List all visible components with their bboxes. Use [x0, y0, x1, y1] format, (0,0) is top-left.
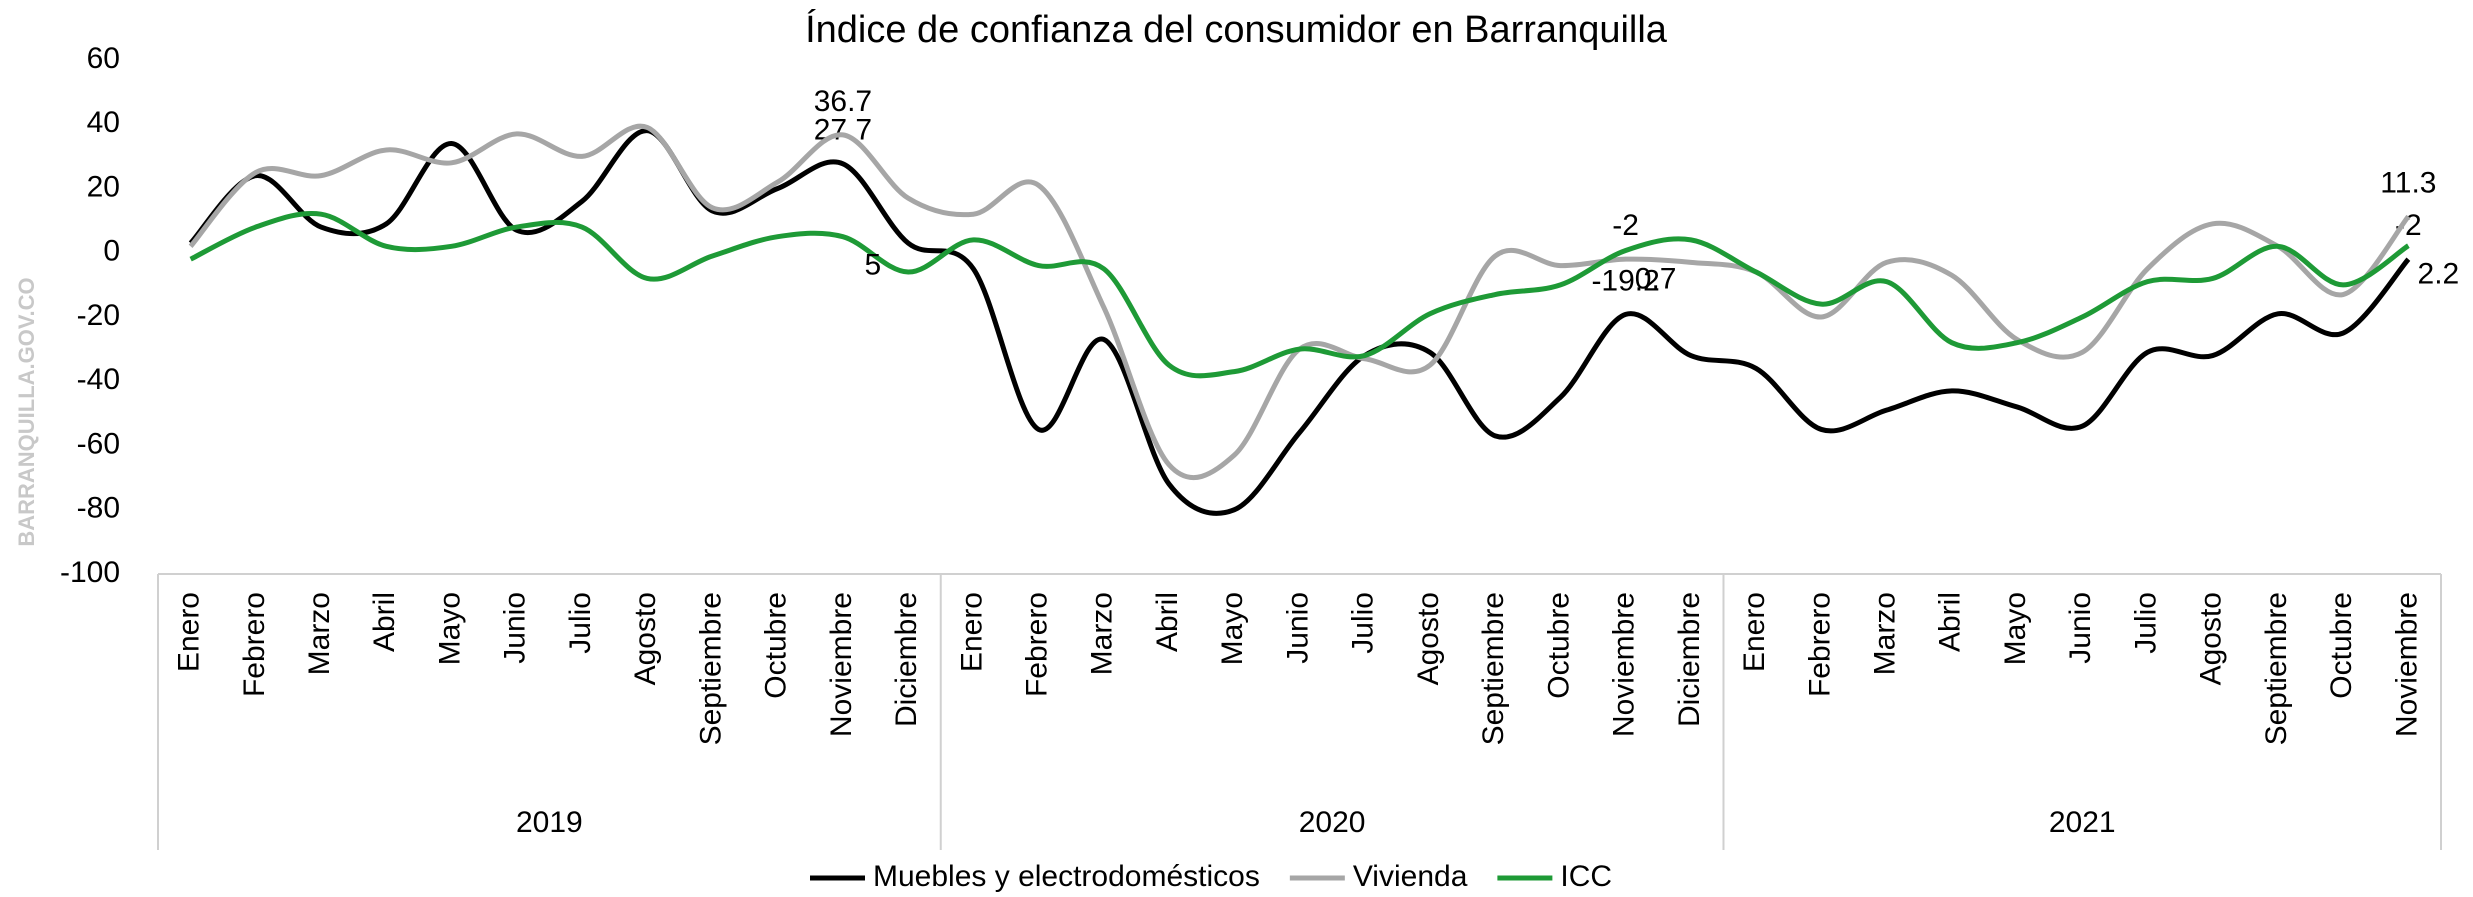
- legend-label: ICC: [1560, 860, 1612, 893]
- y-tick-label: -60: [77, 427, 120, 460]
- x-tick-label: Junio: [2064, 592, 2097, 664]
- x-tick-label: Octubre: [2325, 592, 2358, 699]
- x-tick-label: Noviembre: [2390, 592, 2423, 737]
- x-tick-label: Marzo: [303, 592, 336, 675]
- data-label: 36.7: [814, 85, 872, 118]
- y-tick-label: 60: [87, 42, 120, 75]
- x-tick-label: Marzo: [1868, 592, 1901, 675]
- x-tick-label: Agosto: [2195, 592, 2228, 685]
- x-tick-label: Septiembre: [1477, 592, 1510, 745]
- x-tick-label: Mayo: [1999, 592, 2032, 665]
- y-tick-label: -40: [77, 363, 120, 396]
- y-tick-label: 20: [87, 170, 120, 203]
- x-tick-label: Septiembre: [694, 592, 727, 745]
- x-tick-label: Noviembre: [825, 592, 858, 737]
- y-tick-label: -80: [77, 492, 120, 525]
- x-tick-label: Junio: [499, 592, 532, 664]
- y-tick-label: -20: [77, 299, 120, 332]
- group-label: 2020: [1299, 806, 1366, 839]
- x-tick-label: Enero: [173, 592, 206, 672]
- chart-title: Índice de confianza del consumidor en Ba…: [805, 8, 1668, 51]
- x-tick-label: Julio: [564, 592, 597, 654]
- x-tick-label: Agosto: [1412, 592, 1445, 685]
- x-tick-label: Junio: [1281, 592, 1314, 664]
- x-tick-label: Mayo: [1216, 592, 1249, 665]
- x-tick-label: Octubre: [760, 592, 793, 699]
- x-tick-label: Julio: [2129, 592, 2162, 654]
- data-label: 2.2: [2418, 258, 2460, 291]
- series-line: [189, 211, 2410, 379]
- legend-label: Muebles y electrodomésticos: [873, 860, 1260, 893]
- data-label: -19.2: [1591, 264, 1659, 297]
- x-tick-label: Abril: [1934, 592, 1967, 652]
- x-tick-label: Abril: [368, 592, 401, 652]
- x-tick-label: Octubre: [1542, 592, 1575, 699]
- y-tick-label: 0: [103, 235, 120, 268]
- data-label: 11.3: [2380, 166, 2436, 199]
- x-tick-label: Julio: [1347, 592, 1380, 654]
- x-tick-label: Enero: [955, 592, 988, 672]
- x-tick-label: Enero: [1738, 592, 1771, 672]
- x-tick-label: Diciembre: [1673, 592, 1706, 727]
- y-tick-label: -100: [60, 556, 120, 589]
- data-label: 0.7: [1635, 262, 1677, 295]
- x-tick-label: Febrero: [238, 592, 271, 697]
- series-line: [188, 123, 2411, 481]
- data-label: 5: [865, 249, 882, 282]
- legend-label: Vivienda: [1353, 860, 1468, 893]
- x-tick-label: Agosto: [629, 592, 662, 685]
- y-tick-label: 40: [87, 106, 120, 139]
- group-label: 2019: [516, 806, 583, 839]
- x-tick-label: Febrero: [1021, 592, 1054, 697]
- x-tick-label: Marzo: [1086, 592, 1119, 675]
- watermark: BARRANQUILLA.GOV.CO: [14, 277, 39, 546]
- x-tick-label: Septiembre: [2260, 592, 2293, 745]
- data-label: -2: [1612, 209, 1639, 242]
- x-tick-label: Febrero: [1803, 592, 1836, 697]
- x-tick-label: Mayo: [433, 592, 466, 665]
- x-tick-label: Abril: [1151, 592, 1184, 652]
- group-label: 2021: [2049, 806, 2116, 839]
- x-tick-label: Noviembre: [1608, 592, 1641, 737]
- x-tick-label: Diciembre: [890, 592, 923, 727]
